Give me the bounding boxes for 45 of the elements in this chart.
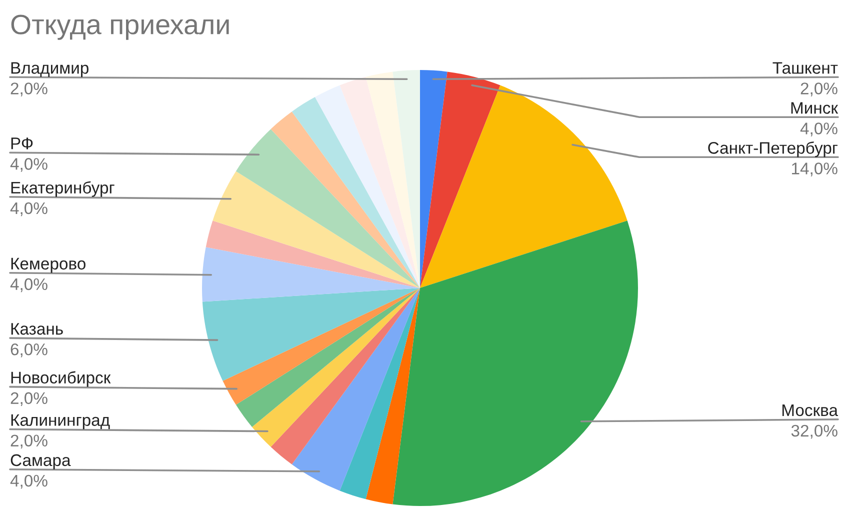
pie-slice (252, 288, 420, 447)
slice-label: Владимир (11, 62, 88, 78)
slice-label: Самара (10, 454, 71, 470)
pie-slice (222, 288, 420, 405)
data-label: 4,0% (10, 278, 48, 292)
data-label: 4,0% (10, 202, 48, 216)
pie-slice (392, 70, 420, 288)
pie-slice (270, 288, 420, 464)
pie-slice (314, 85, 420, 288)
pie-slice (340, 288, 420, 500)
pie-slice (420, 70, 448, 288)
chart-title: Откуда приехали (11, 14, 229, 40)
pie-slice (420, 85, 628, 288)
slice-label: РФ (11, 138, 33, 150)
slice-label: Кемерово (11, 258, 86, 273)
pie-slice (206, 220, 420, 288)
pie-slice (236, 129, 420, 288)
pie-slice (212, 171, 420, 288)
slice-label: Минск (791, 102, 838, 114)
pie-slice (236, 288, 420, 427)
data-label: 4,0% (10, 474, 48, 489)
pie-slice (270, 112, 420, 288)
data-label: 2,0% (10, 434, 48, 448)
pie-slice (366, 288, 420, 504)
slice-label: Санкт-Петербург (708, 141, 838, 158)
pie-slice (292, 96, 420, 288)
data-label: 2,0% (800, 82, 838, 96)
slice-label: Ташкент (772, 62, 838, 74)
data-label: 6,0% (10, 343, 48, 358)
pie-slice (292, 288, 420, 491)
slice-label: Екатеринбург (11, 181, 114, 197)
data-label: 2,0% (10, 82, 48, 96)
data-label: 2,0% (10, 392, 48, 406)
slice-label: Калининград (11, 414, 110, 430)
data-label: 32,0% (791, 424, 838, 439)
slice-label: Москва (782, 404, 838, 416)
data-label: 14,0% (792, 162, 838, 176)
pie-slice (392, 220, 638, 506)
slice-label: Новосибирск (11, 371, 111, 387)
pie-slice (202, 288, 420, 381)
pie-slice (420, 72, 500, 288)
slice-label: Казань (11, 323, 63, 335)
data-label: 4,0% (800, 122, 838, 136)
data-label: 4,0% (10, 158, 48, 172)
pie-slice (202, 247, 420, 302)
